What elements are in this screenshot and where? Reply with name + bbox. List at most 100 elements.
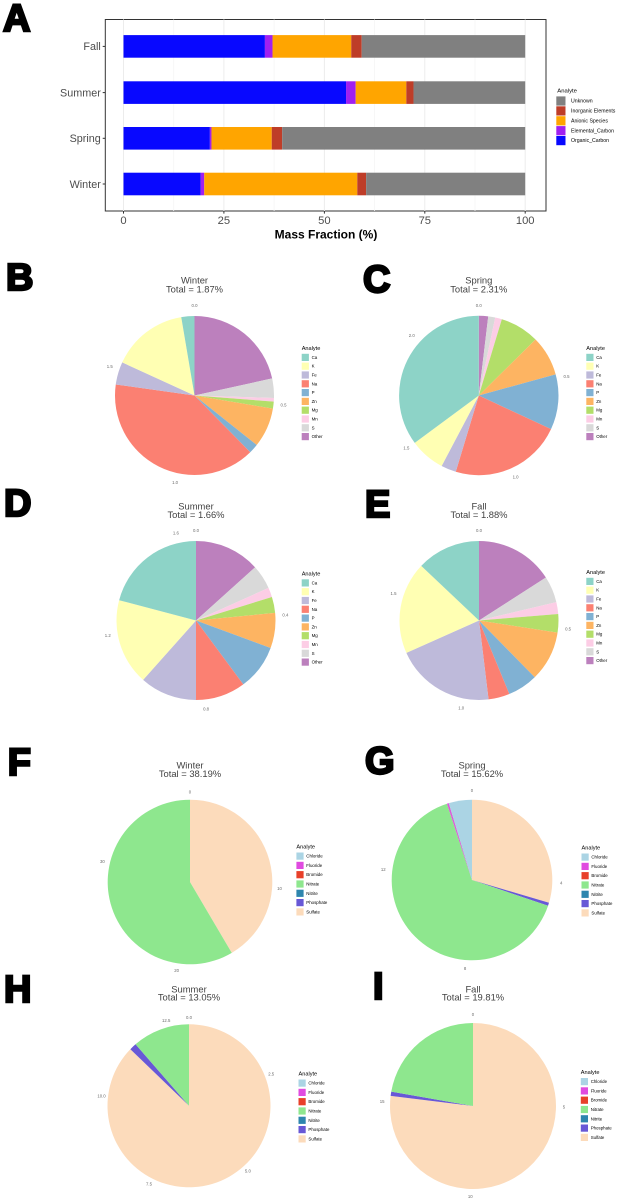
- svg-text:Fe: Fe: [596, 596, 602, 601]
- svg-text:Fluoride: Fluoride: [306, 863, 322, 868]
- svg-text:Analyte: Analyte: [581, 1070, 600, 1076]
- svg-text:Phosphate: Phosphate: [591, 1126, 613, 1131]
- svg-text:Total = 15.62%: Total = 15.62%: [441, 768, 503, 779]
- svg-text:Nitrate: Nitrate: [306, 881, 319, 886]
- svg-text:Bromide: Bromide: [591, 873, 608, 878]
- svg-text:K: K: [596, 364, 599, 369]
- svg-text:Summer: Summer: [178, 501, 213, 512]
- svg-text:Zn: Zn: [312, 624, 318, 629]
- svg-text:Mass Fraction (%): Mass Fraction (%): [275, 227, 378, 241]
- svg-text:H: H: [4, 969, 31, 1011]
- svg-text:Na: Na: [312, 607, 318, 612]
- svg-text:F: F: [8, 742, 31, 784]
- svg-text:Total = 13.05%: Total = 13.05%: [158, 992, 220, 1003]
- svg-text:Fe: Fe: [312, 598, 318, 603]
- svg-text:Winter: Winter: [181, 275, 208, 286]
- svg-text:Total = 1.88%: Total = 1.88%: [450, 509, 507, 520]
- svg-text:Mn: Mn: [596, 640, 603, 645]
- svg-text:0.5: 0.5: [565, 627, 572, 632]
- svg-text:1.0: 1.0: [513, 474, 520, 479]
- svg-text:0: 0: [472, 1012, 475, 1017]
- svg-text:Mg: Mg: [596, 632, 603, 637]
- svg-text:0.8: 0.8: [203, 707, 210, 712]
- svg-text:Fall: Fall: [83, 41, 100, 53]
- svg-text:1.2: 1.2: [105, 633, 112, 638]
- svg-text:Summer: Summer: [60, 87, 101, 99]
- svg-text:D: D: [4, 483, 31, 525]
- svg-text:Ca: Ca: [596, 579, 602, 584]
- svg-text:Ca: Ca: [312, 355, 318, 360]
- svg-text:0.5: 0.5: [564, 374, 571, 379]
- svg-text:Other: Other: [596, 434, 608, 439]
- svg-text:0.4: 0.4: [282, 612, 289, 617]
- svg-text:0: 0: [471, 788, 474, 793]
- svg-text:Fluoride: Fluoride: [308, 1090, 324, 1095]
- svg-text:Analyte: Analyte: [302, 346, 321, 352]
- svg-text:C: C: [363, 259, 390, 301]
- svg-text:I: I: [373, 966, 384, 1008]
- svg-text:1.6: 1.6: [173, 530, 180, 535]
- svg-text:Ca: Ca: [312, 580, 318, 585]
- svg-text:Mn: Mn: [312, 416, 319, 421]
- svg-text:Zn: Zn: [596, 623, 602, 628]
- svg-text:7.5: 7.5: [146, 1181, 153, 1186]
- svg-text:Total = 1.66%: Total = 1.66%: [167, 509, 224, 520]
- svg-text:Chloride: Chloride: [308, 1081, 325, 1086]
- svg-text:0: 0: [120, 215, 126, 227]
- svg-text:S: S: [596, 649, 599, 654]
- svg-text:0.5: 0.5: [281, 402, 288, 407]
- svg-text:0.0: 0.0: [476, 303, 483, 308]
- svg-text:B: B: [6, 257, 33, 299]
- svg-text:Sulfate: Sulfate: [591, 910, 605, 915]
- svg-text:2.5: 2.5: [268, 1071, 275, 1076]
- svg-text:Summer: Summer: [171, 983, 206, 994]
- svg-text:Zn: Zn: [596, 399, 602, 404]
- svg-text:1.5: 1.5: [107, 364, 114, 369]
- svg-text:0.0: 0.0: [193, 528, 200, 533]
- svg-text:Mn: Mn: [312, 642, 319, 647]
- svg-text:Other: Other: [312, 660, 324, 665]
- svg-text:2.0: 2.0: [409, 333, 416, 338]
- svg-text:Bromide: Bromide: [306, 872, 323, 877]
- svg-text:1.5: 1.5: [403, 446, 410, 451]
- svg-text:Phosphate: Phosphate: [306, 900, 328, 905]
- svg-text:Sulfate: Sulfate: [591, 1135, 605, 1140]
- svg-text:Chloride: Chloride: [591, 1079, 608, 1084]
- svg-text:8: 8: [464, 966, 467, 971]
- svg-text:S: S: [312, 651, 315, 656]
- svg-text:Sulfate: Sulfate: [306, 909, 320, 914]
- svg-text:Unknown: Unknown: [571, 99, 593, 105]
- svg-text:Fluoride: Fluoride: [591, 864, 607, 869]
- svg-text:Sulfate: Sulfate: [308, 1136, 322, 1141]
- svg-text:5.0: 5.0: [245, 1168, 252, 1173]
- svg-text:Nitrate: Nitrate: [308, 1108, 321, 1113]
- svg-text:12.5: 12.5: [162, 1018, 171, 1023]
- svg-text:Total = 2.31%: Total = 2.31%: [450, 283, 507, 294]
- svg-text:Chloride: Chloride: [591, 855, 608, 860]
- svg-text:Analyte: Analyte: [582, 846, 601, 852]
- svg-text:0: 0: [189, 789, 192, 794]
- svg-text:G: G: [365, 741, 395, 783]
- svg-text:30: 30: [100, 859, 105, 864]
- svg-text:10: 10: [468, 1194, 473, 1199]
- svg-text:25: 25: [218, 215, 230, 227]
- svg-text:Bromide: Bromide: [591, 1098, 608, 1103]
- svg-text:10: 10: [277, 886, 282, 891]
- svg-text:0.0: 0.0: [192, 303, 199, 308]
- svg-text:Anionic Species: Anionic Species: [571, 118, 608, 124]
- svg-text:0.0: 0.0: [186, 1015, 193, 1020]
- svg-text:Nitrite: Nitrite: [306, 891, 318, 896]
- svg-text:Nitrite: Nitrite: [591, 892, 603, 897]
- svg-text:75: 75: [419, 215, 431, 227]
- svg-text:Total = 1.87%: Total = 1.87%: [166, 283, 223, 294]
- svg-text:Mn: Mn: [596, 416, 603, 421]
- svg-text:Winter: Winter: [176, 759, 203, 770]
- svg-text:Phosphate: Phosphate: [308, 1127, 330, 1132]
- svg-text:Analyte: Analyte: [557, 89, 577, 95]
- svg-text:Na: Na: [312, 381, 318, 386]
- svg-text:Phosphate: Phosphate: [591, 901, 613, 906]
- svg-text:Na: Na: [596, 605, 602, 610]
- svg-text:Mg: Mg: [312, 408, 319, 413]
- svg-text:Fluoride: Fluoride: [591, 1088, 607, 1093]
- svg-text:20: 20: [174, 968, 179, 973]
